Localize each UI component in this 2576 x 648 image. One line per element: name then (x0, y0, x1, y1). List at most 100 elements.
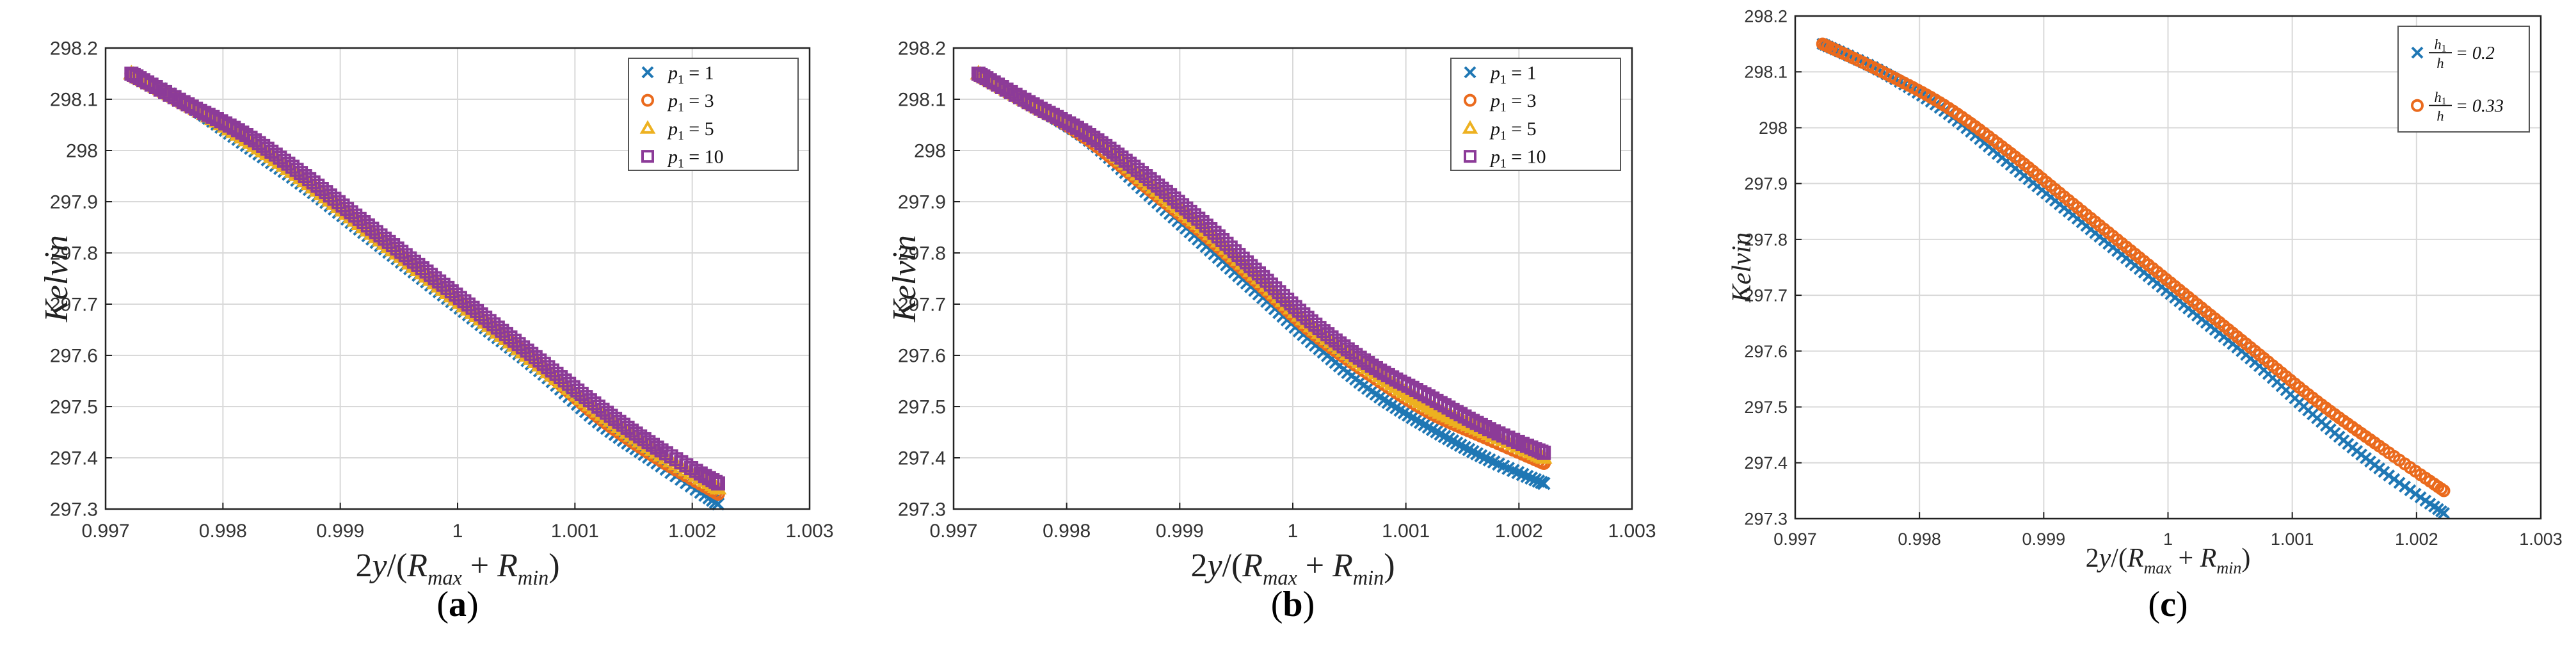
panel-a-series-3-point-140 (711, 476, 725, 490)
panel-c-ytick-label-2: 297.5 (1744, 398, 1788, 417)
panel-b-xlabel-part-5: + (1297, 547, 1332, 584)
panel-a-xlabel-part-6: R (497, 547, 518, 584)
panel-b-xlabel-part-0: 2 (1190, 547, 1207, 584)
panel-b-ytick-label-2: 297.5 (898, 397, 946, 418)
panel-b-series-0-point-124-stroke-b (1470, 447, 1484, 461)
panel-a-legend-label-sub-2: 1 (678, 129, 684, 143)
panel-b-legend-label-2: p1 = 5 (1489, 118, 1537, 143)
panel-b-series-3-point-63 (1223, 240, 1238, 255)
panel-a-legend-label-sub-0: 1 (678, 73, 684, 86)
panel-a-xlabel-part-2: /( (387, 547, 408, 584)
panel-a-ytick-label-5: 297.8 (50, 243, 98, 264)
panel-c-ytick-label-9: 298.2 (1744, 6, 1788, 26)
panel-b-ytick-label-9: 298.2 (898, 38, 946, 60)
panel-a-legend-label-base-1: p (667, 90, 678, 111)
panel-c-legend-marker-0-stroke-b (2411, 46, 2424, 59)
panel-c-xtick-label-2: 0.999 (2022, 530, 2066, 549)
panel-b-legend-marker-3 (1464, 150, 1476, 163)
panel-c-ytick-label-7: 298 (1759, 118, 1788, 138)
panel-c-legend-marker-1 (2411, 99, 2424, 112)
panel-c-legend-label-num-sub-0: 1 (2442, 43, 2447, 54)
panel-b: 0.997 0.998 0.999 1 1.001 1.002 1.003 297.3 297.… (886, 38, 1656, 625)
panel-b-series-0-point-126-stroke-b (1478, 451, 1492, 465)
panel-c-xlabel-part-0: 2 (2086, 544, 2099, 573)
panel-b-series-0-point-119-stroke-b (1450, 436, 1464, 450)
panel-a-xlabel-part-8: ) (548, 547, 559, 584)
panel-a-legend-label-3: p1 = 10 (667, 147, 724, 171)
panel-b-caption: (b) (1271, 585, 1315, 624)
panel-b-series-3-point-65 (1231, 248, 1246, 263)
panel-b-series-3-point-140 (1537, 446, 1551, 460)
panel-a-legend-marker-0 (641, 66, 654, 79)
panel-b-series-0-point-136-stroke-b (1524, 471, 1538, 485)
panel-b-series-3-point-61 (1215, 232, 1230, 247)
panel-b-xtick-label-6: 1.003 (1608, 521, 1656, 542)
panel-b-series-0-point-128-stroke-b (1487, 455, 1501, 469)
panel-b-series-3-point-76 (1276, 289, 1290, 304)
panel-b-xlabel-part-4: max (1263, 566, 1297, 589)
panel-c-series-0-point-140 (2438, 506, 2450, 519)
panel-c-legend-marker-0 (2411, 46, 2424, 59)
panel-c-ytick-label-4: 297.7 (1744, 286, 1788, 305)
panel-a-caption-close: ) (467, 585, 479, 624)
panel-b-series-3-point-80 (1292, 304, 1307, 318)
panel-b-legend-label-value-0: = 1 (1507, 62, 1537, 83)
panel-a-legend-label-base-0: p (667, 62, 678, 83)
panel-b-series-3-point-60 (1211, 229, 1226, 244)
panel-b-xlabel-part-2: /( (1222, 547, 1243, 584)
panel-c-series-0-point-140-stroke-b (2438, 506, 2450, 519)
panel-a-legend-marker-2 (639, 120, 656, 134)
panel-a-xtick-label-0: 0.997 (81, 521, 129, 542)
panel-b-xtick-label-3: 1 (1288, 521, 1299, 542)
panel-b-series-3-point-125 (1473, 417, 1488, 432)
panel-b-legend-label-base-0: p (1489, 62, 1500, 83)
panel-a-xlabel-part-4: max (428, 566, 462, 589)
panel-b-series-0-point-122-stroke-b (1462, 442, 1476, 457)
panel-c-xtick-label-0: 0.997 (1773, 530, 1817, 549)
panel-b-legend-label-value-2: = 5 (1507, 118, 1537, 140)
panel-c-xlabel-part-1: y (2097, 544, 2111, 573)
panel-b-xlabel-part-1: y (1204, 547, 1222, 584)
panel-b-ylabel: Kelvin (886, 235, 923, 323)
panel-b-series-3-point-75 (1272, 285, 1286, 300)
panel-b-series-3-point-59 (1207, 225, 1222, 240)
panel-b-legend-marker-0 (1464, 66, 1476, 79)
panel-c-legend-label-num-base-1: h (2435, 89, 2442, 105)
panel-b-legend-label-1: p1 = 3 (1489, 90, 1537, 115)
panel-b-xtick-label-4: 1.001 (1382, 521, 1430, 542)
panel-b-series-0-point-133-stroke-b (1511, 466, 1525, 480)
panel-b-series-3-point-126 (1478, 420, 1492, 434)
panel-c-legend-label-num-1: h1 (2435, 89, 2447, 107)
panel-b-xlabel-part-3: R (1242, 547, 1263, 584)
panel-c-caption-close: ) (2176, 585, 2188, 624)
panel-b-ytick-label-6: 297.9 (898, 192, 946, 213)
panel-b-series-3-point-64 (1228, 244, 1242, 259)
panel-a-legend-marker-0-stroke-b (641, 66, 654, 79)
panel-b-series-0-point-125-stroke-b (1474, 449, 1488, 463)
panel-b-series-3 (971, 67, 1551, 460)
panel-a-ylabel: Kelvin (38, 235, 75, 323)
panel-b-series-0-point-120-stroke-b (1453, 438, 1468, 452)
panel-b-ytick-label-7: 298 (914, 141, 946, 162)
panel-c-legend-label-num-base-0: h (2435, 36, 2442, 52)
panel-b-series-0-point-140-stroke-b (1537, 476, 1551, 490)
panel-a-ytick-label-7: 298 (66, 141, 98, 162)
panel-b-legend-box (1450, 58, 1621, 171)
panel-b-legend-label-sub-3: 1 (1500, 158, 1507, 171)
panel-c-legend-label-num-sub-1: 1 (2442, 96, 2447, 107)
panel-b-series-3-point-69 (1247, 263, 1262, 277)
panel-a-xlabel-part-5: + (462, 547, 497, 584)
panel-b-series-3-point-58 (1203, 222, 1218, 237)
panel-c-xtick-label-3: 1 (2163, 530, 2173, 549)
panel-b-series-3-point-71 (1256, 270, 1270, 284)
panel-b-series-3-point-72 (1260, 273, 1274, 288)
panel-c-legend-label-value-0: = 0.2 (2456, 44, 2495, 63)
panel-b-series-0-point-127-stroke-b (1482, 453, 1496, 467)
panel-c-xlabel-part-2: /( (2111, 544, 2127, 573)
panel-b-series-0-point-129-stroke-b (1492, 457, 1505, 471)
panel-a-ytick-label-0: 297.3 (50, 499, 98, 521)
panel-a-xtick-label-3: 1 (452, 521, 463, 542)
panel-a-ytick-label-1: 297.4 (50, 448, 98, 469)
panel-a-legend-label-value-3: = 10 (684, 147, 724, 168)
